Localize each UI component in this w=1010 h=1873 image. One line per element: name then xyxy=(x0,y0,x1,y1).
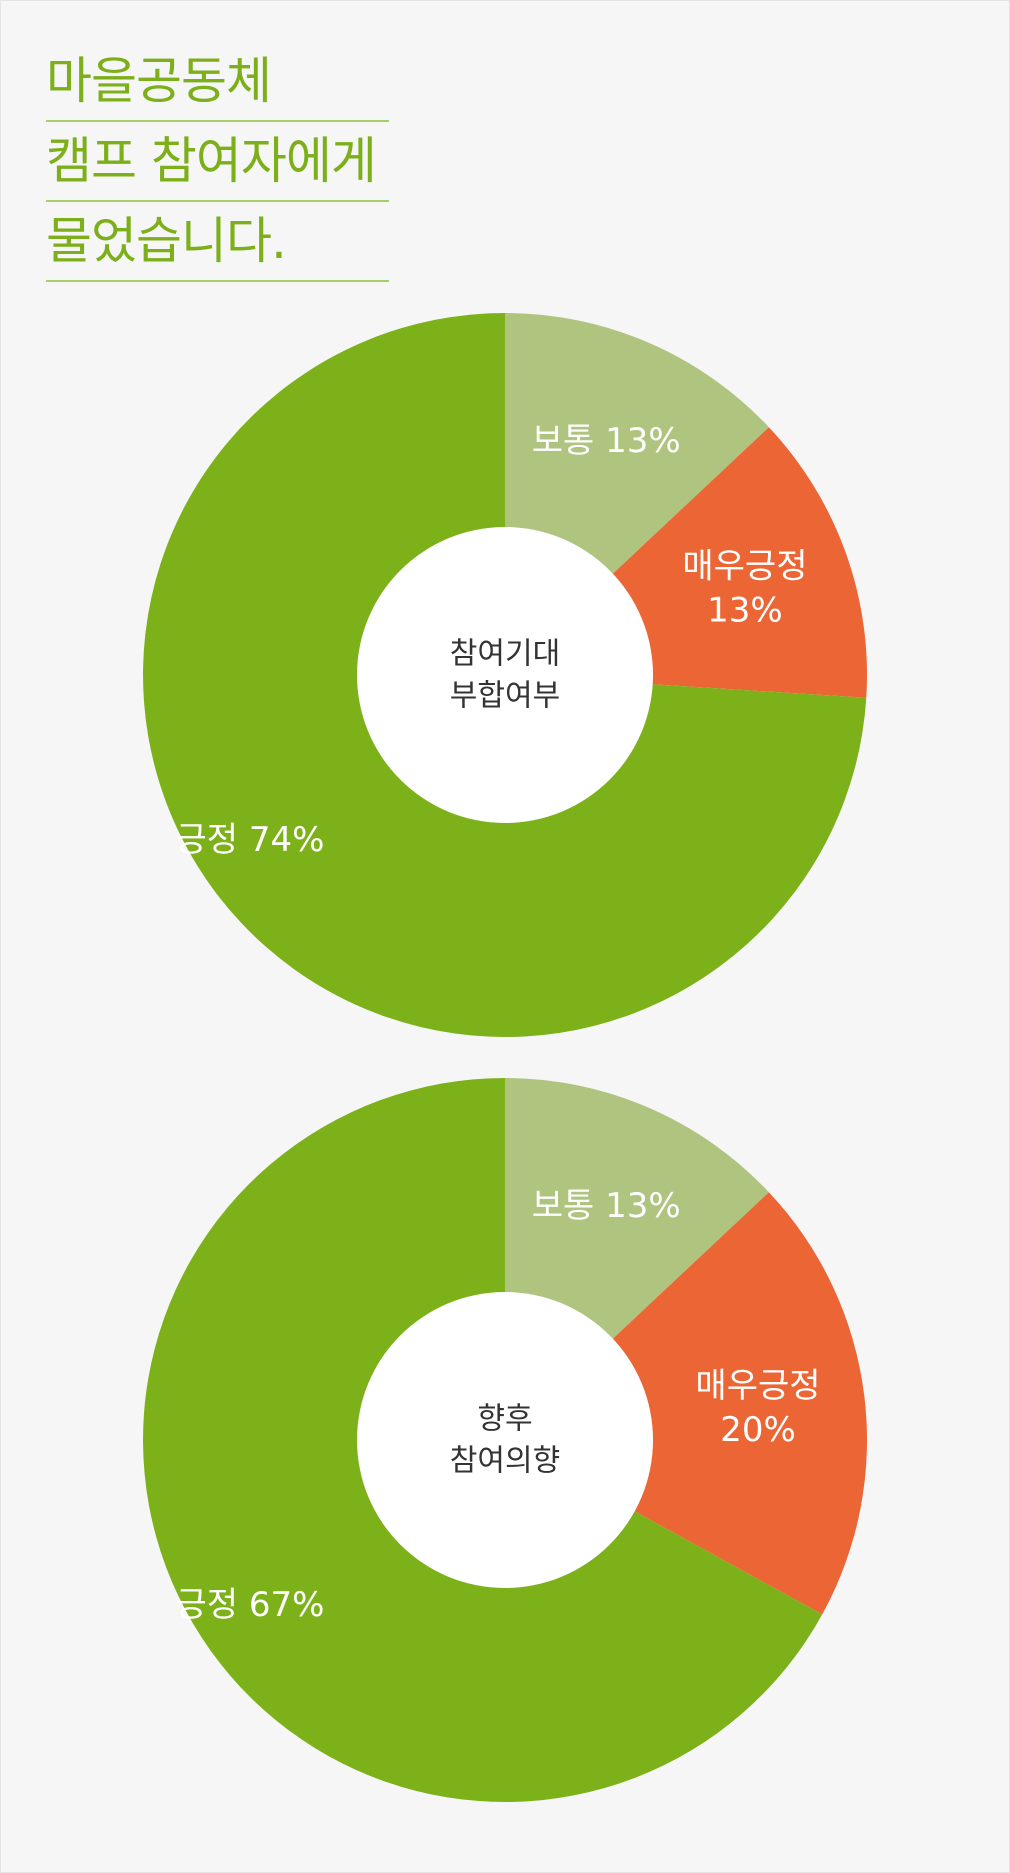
donut-hole xyxy=(357,1292,653,1588)
data-label: 매우긍정 xyxy=(695,1366,820,1406)
data-label: 매우긍정 xyxy=(682,547,807,587)
data-label: 보통 13% xyxy=(532,1186,681,1226)
heading-line-3: 물었습니다. xyxy=(46,202,389,282)
data-label: 13% xyxy=(707,591,783,631)
heading-line-1: 마을공동체 xyxy=(46,42,389,122)
data-label: 보통 13% xyxy=(532,421,681,461)
center-label: 참여기대 xyxy=(450,637,560,672)
center-label: 향후 xyxy=(477,1402,532,1437)
slice-very-positive xyxy=(505,1192,867,1615)
center-label: 부합여부 xyxy=(450,679,560,714)
data-label: 긍정 67% xyxy=(176,1585,325,1625)
center-label: 참여의향 xyxy=(450,1444,560,1479)
data-label: 20% xyxy=(720,1410,796,1450)
page-heading: 마을공동체 캠프 참여자에게 물었습니다. xyxy=(46,42,389,282)
data-label: 긍정 74% xyxy=(176,820,325,860)
heading-line-2: 캠프 참여자에게 xyxy=(46,122,389,202)
donut-hole xyxy=(357,527,653,823)
